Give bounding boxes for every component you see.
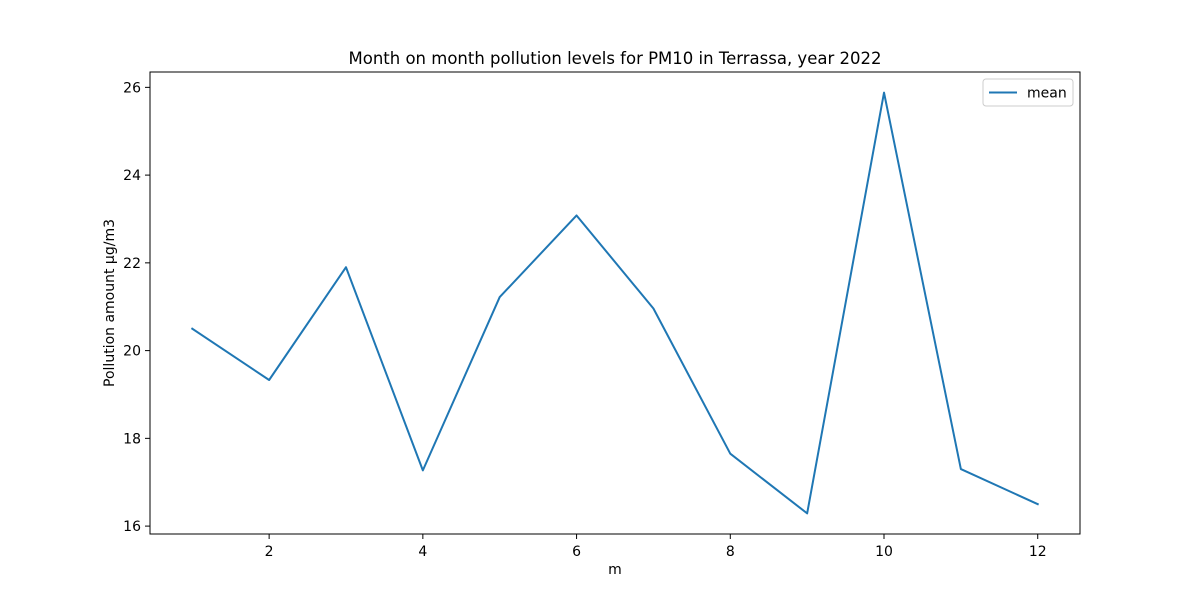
x-tick-label: 10 <box>875 544 893 560</box>
x-tick-label: 4 <box>418 544 427 560</box>
legend-label: mean <box>1027 86 1067 102</box>
x-tick-label: 12 <box>1029 544 1047 560</box>
chart-title: Month on month pollution levels for PM10… <box>349 49 882 68</box>
legend: mean <box>983 79 1073 106</box>
y-tick-label: 18 <box>123 431 141 447</box>
x-axis-label: m <box>608 562 622 578</box>
y-tick-label: 26 <box>123 80 141 96</box>
y-axis-label: Pollution amount µg/m3 <box>102 219 118 387</box>
y-tick-label: 16 <box>123 519 141 535</box>
y-tick-label: 20 <box>123 344 141 360</box>
x-tick-label: 2 <box>265 544 274 560</box>
x-tick-label: 6 <box>572 544 581 560</box>
y-tick-label: 22 <box>123 256 141 272</box>
x-tick-label: 8 <box>726 544 735 560</box>
y-tick-label: 24 <box>123 168 141 184</box>
series-line-mean <box>192 93 1037 514</box>
plot-frame <box>150 72 1080 534</box>
